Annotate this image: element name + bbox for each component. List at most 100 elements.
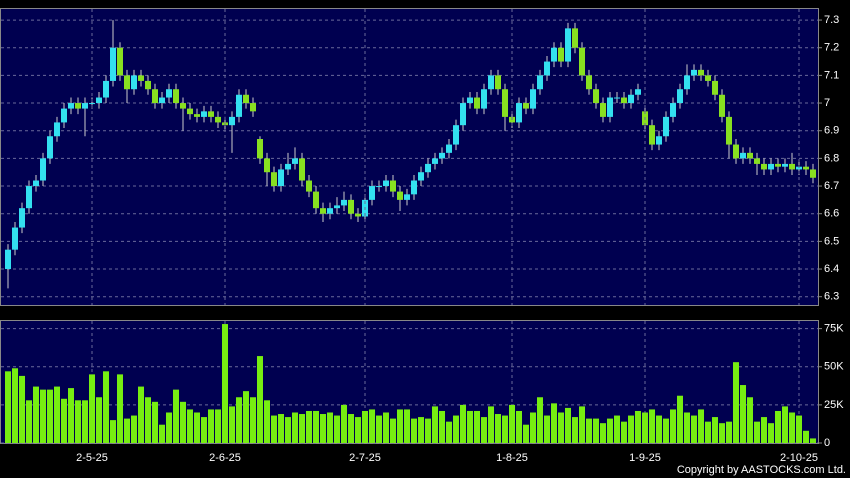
candle-body xyxy=(488,75,494,90)
volume-bar xyxy=(649,409,655,443)
volume-bar xyxy=(159,424,165,443)
candle-body xyxy=(299,158,305,181)
candle-body xyxy=(768,163,774,170)
y-tick-label: 6.7 xyxy=(824,180,839,192)
volume-bar xyxy=(355,417,361,443)
volume-bar xyxy=(656,415,662,443)
volume-bar xyxy=(313,410,319,443)
candle-body xyxy=(782,163,788,167)
volume-bar xyxy=(96,397,102,443)
volume-bar xyxy=(726,421,732,443)
volume-bar xyxy=(628,415,634,443)
volume-bar xyxy=(187,409,193,443)
candle-body xyxy=(551,47,557,62)
candle-body xyxy=(264,158,270,173)
candle-body xyxy=(40,158,46,181)
candle-body xyxy=(670,103,676,117)
volume-bar xyxy=(614,415,620,443)
volume-bar xyxy=(12,368,18,443)
candle-body xyxy=(761,163,767,170)
volume-bar xyxy=(292,412,298,443)
candle-body xyxy=(341,199,347,206)
candle-body xyxy=(663,116,669,137)
volume-bar xyxy=(390,418,396,443)
volume-bar xyxy=(544,415,550,443)
candle-body xyxy=(166,89,172,98)
y-tick-label: 7.3 xyxy=(824,14,839,26)
volume-bar xyxy=(152,401,158,443)
candle-body xyxy=(425,163,431,173)
volume-bar xyxy=(670,409,676,443)
volume-bar xyxy=(47,389,53,443)
candle-body xyxy=(306,180,312,192)
volume-bar xyxy=(131,415,137,443)
volume-bar xyxy=(803,430,809,443)
volume-bar xyxy=(586,418,592,443)
y-tick-label: 6.4 xyxy=(824,263,839,275)
volume-bar xyxy=(194,412,200,443)
candle-body xyxy=(600,103,606,117)
y-tick-label: 7.1 xyxy=(824,69,839,81)
candle-body xyxy=(327,208,333,214)
volume-bar xyxy=(460,404,466,443)
candle-body xyxy=(5,249,11,270)
volume-bar xyxy=(677,395,683,443)
volume-bar xyxy=(523,424,529,443)
volume-bar xyxy=(411,418,417,443)
x-tick-label: 1-8-25 xyxy=(496,452,528,464)
volume-bar xyxy=(166,412,172,443)
candle-body xyxy=(12,227,18,250)
candle-body xyxy=(656,136,662,145)
candle-body xyxy=(411,180,417,195)
volume-bar xyxy=(663,418,669,443)
volume-bar xyxy=(89,374,95,443)
volume-bar xyxy=(747,397,753,443)
volume-bar xyxy=(348,414,354,443)
candle-body xyxy=(208,111,214,117)
volume-bar xyxy=(565,407,571,443)
volume-bar xyxy=(782,406,788,443)
volume-bar xyxy=(600,423,606,443)
volume-bar xyxy=(481,417,487,443)
candle-body xyxy=(719,94,725,117)
candle-body xyxy=(579,47,585,76)
volume-bar xyxy=(278,414,284,443)
candle-body xyxy=(201,111,207,117)
candle-body xyxy=(180,103,186,109)
candle-body xyxy=(173,89,179,104)
volume-bar xyxy=(369,409,375,443)
y-tick-label: 0 xyxy=(824,437,830,449)
copyright: Copyright by AASTOCKS.com Ltd. xyxy=(677,464,846,476)
x-tick-label: 2-5-25 xyxy=(76,452,108,464)
candle-body xyxy=(159,97,165,104)
volume-bar xyxy=(425,418,431,443)
candle-body xyxy=(796,166,802,170)
candle-body xyxy=(47,136,53,159)
volume-bar xyxy=(719,423,725,443)
volume-bar xyxy=(243,391,249,443)
volume-bar xyxy=(5,371,11,443)
candle-body xyxy=(243,94,249,104)
volume-bar xyxy=(180,401,186,443)
candle-body xyxy=(236,94,242,117)
candle-body xyxy=(516,103,522,123)
y-tick-label: 50K xyxy=(824,361,844,373)
candle-body xyxy=(803,166,809,170)
candle-body xyxy=(649,125,655,145)
candle-body xyxy=(607,97,613,117)
volume-bar xyxy=(124,418,130,443)
candle-body xyxy=(376,186,382,188)
candle-body xyxy=(530,89,536,109)
volume-bar xyxy=(789,412,795,443)
volume-bar xyxy=(376,415,382,443)
x-tick-label: 2-6-25 xyxy=(209,452,241,464)
candle-body xyxy=(320,208,326,214)
candle-body xyxy=(96,97,102,104)
candle-body xyxy=(467,97,473,104)
volume-bar xyxy=(61,398,67,443)
candle-body xyxy=(747,152,753,159)
volume-bar xyxy=(684,412,690,443)
candle-body xyxy=(481,89,487,109)
candle-body xyxy=(131,75,137,90)
